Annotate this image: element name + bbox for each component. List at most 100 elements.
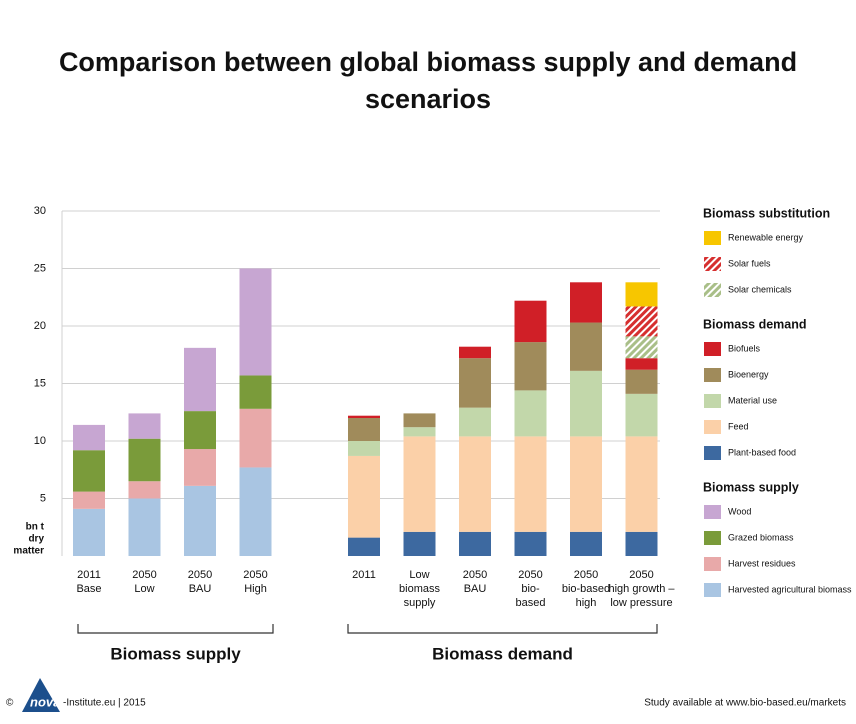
bar-segment xyxy=(625,358,658,370)
x-tick-label: 2050 xyxy=(574,569,598,581)
legend-label: Biofuels xyxy=(728,343,761,353)
legend-label: Harvest residues xyxy=(728,558,796,568)
x-tick-label: low pressure xyxy=(610,597,672,609)
legend-swatch xyxy=(704,446,721,460)
group-label: Biomass supply xyxy=(110,644,241,663)
x-tick-label: 2011 xyxy=(352,569,376,581)
x-tick-label: Base xyxy=(76,583,101,595)
y-unit: dry xyxy=(28,534,44,545)
bar-segment xyxy=(459,436,491,532)
group-bracket xyxy=(347,624,658,634)
x-tick-label: Low xyxy=(409,569,429,581)
x-tick-label: bio-based xyxy=(562,583,610,595)
x-tick-label: 2050 xyxy=(463,569,487,581)
y-unit: matter xyxy=(13,546,44,557)
footer-left: -Institute.eu | 2015 xyxy=(63,698,146,709)
x-tick-label: high xyxy=(576,597,597,609)
x-tick-label: supply xyxy=(404,597,436,609)
x-tick-label: bio- xyxy=(521,583,540,595)
legend-swatch xyxy=(704,557,721,571)
bar-segment xyxy=(459,407,491,437)
legend-label: Grazed biomass xyxy=(728,532,794,542)
bar-segment xyxy=(128,438,161,482)
bar-segment xyxy=(239,467,272,556)
bar-segment xyxy=(403,436,436,532)
bar-segment xyxy=(514,342,547,391)
bar-segment xyxy=(348,537,380,556)
y-unit: bn t xyxy=(26,522,45,533)
legend-label: Harvested agricultural biomass xyxy=(728,584,852,594)
x-tick-label: 2050 xyxy=(629,569,653,581)
bar-segment xyxy=(128,498,161,556)
x-tick-label: 2050 xyxy=(518,569,542,581)
bar-segment xyxy=(348,415,380,418)
chart-title: scenarios xyxy=(365,84,491,114)
bar-segment xyxy=(514,300,547,343)
y-tick-label: 20 xyxy=(34,320,46,332)
legend-label: Solar fuels xyxy=(728,258,771,268)
bar-segment xyxy=(459,358,491,408)
legend-label: Bioenergy xyxy=(728,369,769,379)
x-tick-label: High xyxy=(244,583,267,595)
bar-segment xyxy=(625,436,658,532)
legend-swatch xyxy=(704,342,721,356)
bar-segment xyxy=(625,531,658,556)
y-tick-label: 10 xyxy=(34,435,46,447)
x-tick-label: 2011 xyxy=(77,569,101,581)
bar-segment xyxy=(73,508,105,556)
bar-segment xyxy=(570,322,602,371)
logo: nova xyxy=(30,694,60,709)
bar-segment xyxy=(625,393,658,437)
legend-swatch xyxy=(704,231,721,245)
legend-swatch xyxy=(704,583,721,597)
bar-segment xyxy=(514,436,547,532)
bar-segment xyxy=(403,413,436,428)
bar-segment xyxy=(239,375,272,409)
bar-segment xyxy=(128,413,161,439)
logo-shape xyxy=(22,678,60,712)
bar-segment xyxy=(403,427,436,437)
bar-segment xyxy=(184,485,216,556)
legend-label: Wood xyxy=(728,506,751,516)
legend-swatch xyxy=(704,257,721,271)
legend-label: Feed xyxy=(728,421,749,431)
bar-segment xyxy=(73,491,105,509)
bar-segment xyxy=(625,336,658,359)
bar-segment xyxy=(348,441,380,456)
bar-segment xyxy=(348,418,380,441)
footer-right: Study available at www.bio-based.eu/mark… xyxy=(644,698,846,709)
legend-swatch xyxy=(704,283,721,297)
bar-segment xyxy=(625,369,658,394)
bar-segment xyxy=(625,306,658,337)
legend-label: Renewable energy xyxy=(728,232,804,242)
legend-swatch xyxy=(704,420,721,434)
bar-segment xyxy=(514,531,547,556)
legend-swatch xyxy=(704,531,721,545)
bar-segment xyxy=(184,347,216,412)
legend-label: Plant-based food xyxy=(728,447,796,457)
legend-swatch xyxy=(704,505,721,519)
bar-segment xyxy=(403,531,436,556)
x-tick-label: 2050 xyxy=(243,569,267,581)
bar-segment xyxy=(128,481,161,499)
legend-swatch xyxy=(704,368,721,382)
bar-segment xyxy=(570,436,602,532)
legend-heading: Biomass supply xyxy=(703,480,799,494)
bar-segment xyxy=(73,424,105,451)
x-tick-label: 2050 xyxy=(188,569,212,581)
copyright: © xyxy=(6,698,14,709)
legend-heading: Biomass demand xyxy=(703,317,807,331)
bar-segment xyxy=(570,531,602,556)
x-tick-label: BAU xyxy=(464,583,487,595)
bar-segment xyxy=(570,370,602,437)
bar-segment xyxy=(625,282,658,307)
x-tick-label: 2050 xyxy=(132,569,156,581)
x-tick-label: high growth – xyxy=(608,583,675,595)
y-tick-label: 25 xyxy=(34,262,46,274)
legend-label: Material use xyxy=(728,395,777,405)
bar-segment xyxy=(514,390,547,437)
bar-segment xyxy=(239,408,272,468)
bar-segment xyxy=(184,411,216,450)
x-tick-label: BAU xyxy=(189,583,212,595)
